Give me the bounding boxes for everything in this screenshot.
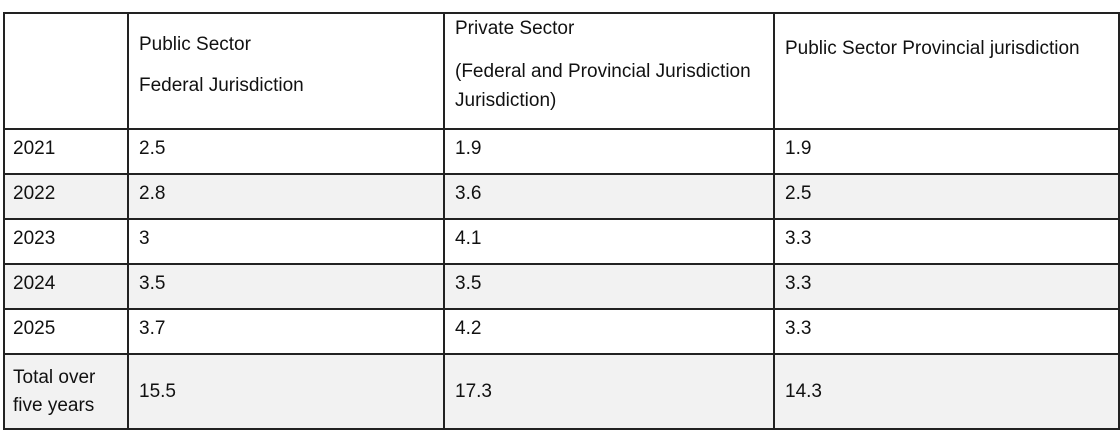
row-label: 2023 <box>3 218 129 265</box>
data-table: Public Sector Federal Jurisdiction Private… <box>3 12 1120 430</box>
corner-cell <box>3 12 129 130</box>
value-cell: 3.5 <box>443 263 775 310</box>
value-cell: 14.3 <box>773 353 1120 430</box>
value-cell: 2.5 <box>127 128 445 175</box>
table-row: Total over five years 15.5 17.3 14.3 <box>3 353 1120 430</box>
table-row: 2022 2.8 3.6 2.5 <box>3 173 1120 220</box>
value-cell: 2.8 <box>127 173 445 220</box>
header-cell: Private Sector (Federal and Provincial Ju… <box>443 12 775 130</box>
header-text: Public Sector <box>139 34 251 55</box>
value-cell: 3.6 <box>443 173 775 220</box>
value-cell: 2.5 <box>773 173 1120 220</box>
header-text: Private Sector <box>455 18 575 39</box>
table-body: Public Sector Federal Jurisdiction Private… <box>3 12 1120 430</box>
row-label: 2021 <box>3 128 129 175</box>
value-cell: 4.1 <box>443 218 775 265</box>
table-row: 2025 3.7 4.2 3.3 <box>3 308 1120 355</box>
value-cell: 1.9 <box>443 128 775 175</box>
value-cell: 3.3 <box>773 308 1120 355</box>
header-cell: Public Sector Provincial jurisdiction <box>773 12 1120 130</box>
value-cell: 1.9 <box>773 128 1120 175</box>
header-text: Federal Jurisdiction <box>139 75 304 96</box>
table-row: 2021 2.5 1.9 1.9 <box>3 128 1120 175</box>
value-cell: 15.5 <box>127 353 445 430</box>
row-label: 2025 <box>3 308 129 355</box>
value-cell: 3.7 <box>127 308 445 355</box>
table-row: 2023 3 4.1 3.3 <box>3 218 1120 265</box>
row-label: Total over five years <box>3 353 129 430</box>
value-cell: 4.2 <box>443 308 775 355</box>
row-label: 2022 <box>3 173 129 220</box>
value-cell: 3.3 <box>773 263 1120 310</box>
header-row: Public Sector Federal Jurisdiction Private… <box>3 12 1120 130</box>
value-cell: 17.3 <box>443 353 775 430</box>
row-label: 2024 <box>3 263 129 310</box>
table-row: 2024 3.5 3.5 3.3 <box>3 263 1120 310</box>
header-text: Public Sector Provincial jurisdiction <box>785 38 1080 59</box>
value-cell: 3.5 <box>127 263 445 310</box>
value-cell: 3.3 <box>773 218 1120 265</box>
header-cell: Public Sector Federal Jurisdiction <box>127 12 445 130</box>
header-text: (Federal and Provincial Jurisdiction Jur… <box>455 61 751 111</box>
value-cell: 3 <box>127 218 445 265</box>
